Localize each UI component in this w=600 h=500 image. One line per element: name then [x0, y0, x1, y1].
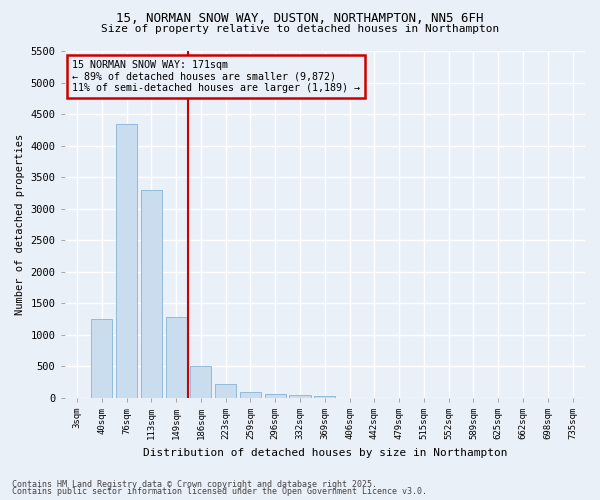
Text: Size of property relative to detached houses in Northampton: Size of property relative to detached ho…	[101, 24, 499, 34]
X-axis label: Distribution of detached houses by size in Northampton: Distribution of detached houses by size …	[143, 448, 507, 458]
Bar	[265, 394, 286, 398]
Bar	[190, 366, 211, 398]
Text: 15, NORMAN SNOW WAY, DUSTON, NORTHAMPTON, NN5 6FH: 15, NORMAN SNOW WAY, DUSTON, NORTHAMPTON…	[116, 12, 484, 26]
Bar	[289, 396, 311, 398]
Text: Contains public sector information licensed under the Open Government Licence v3: Contains public sector information licen…	[12, 488, 427, 496]
Bar	[116, 124, 137, 398]
Bar	[141, 190, 162, 398]
Text: Contains HM Land Registry data © Crown copyright and database right 2025.: Contains HM Land Registry data © Crown c…	[12, 480, 377, 489]
Bar	[240, 392, 261, 398]
Y-axis label: Number of detached properties: Number of detached properties	[15, 134, 25, 316]
Bar	[215, 384, 236, 398]
Text: 15 NORMAN SNOW WAY: 171sqm
← 89% of detached houses are smaller (9,872)
11% of s: 15 NORMAN SNOW WAY: 171sqm ← 89% of deta…	[73, 60, 361, 94]
Bar	[91, 319, 112, 398]
Bar	[314, 396, 335, 398]
Bar	[166, 318, 187, 398]
